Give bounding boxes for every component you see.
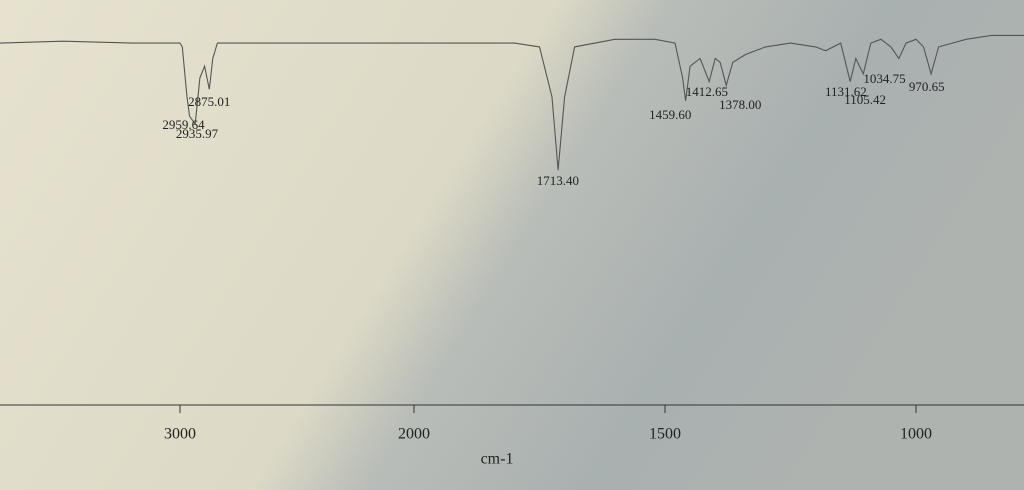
peak-label: 1131.62 (825, 84, 867, 99)
x-tick-label: 3000 (164, 426, 196, 443)
x-tick-label: 1500 (649, 426, 681, 443)
x-tick-label: 1000 (900, 426, 932, 443)
spectrum-line (0, 34, 1024, 171)
peak-label: 1412.65 (686, 84, 728, 99)
peak-label: 2959.64 (162, 117, 205, 132)
x-tick-label: 2000 (398, 426, 430, 443)
x-axis-label: cm-1 (481, 451, 514, 468)
peak-label: 1034.75 (863, 71, 905, 86)
peak-label: 2875.01 (188, 94, 230, 109)
peak-label: 1105.42 (844, 92, 886, 107)
peak-label: 970.65 (909, 79, 945, 94)
peak-label: 1378.00 (719, 97, 761, 112)
peak-label: 1459.60 (649, 107, 691, 122)
peak-label: 2935.97 (176, 126, 219, 141)
peak-label: 1713.40 (537, 173, 579, 188)
